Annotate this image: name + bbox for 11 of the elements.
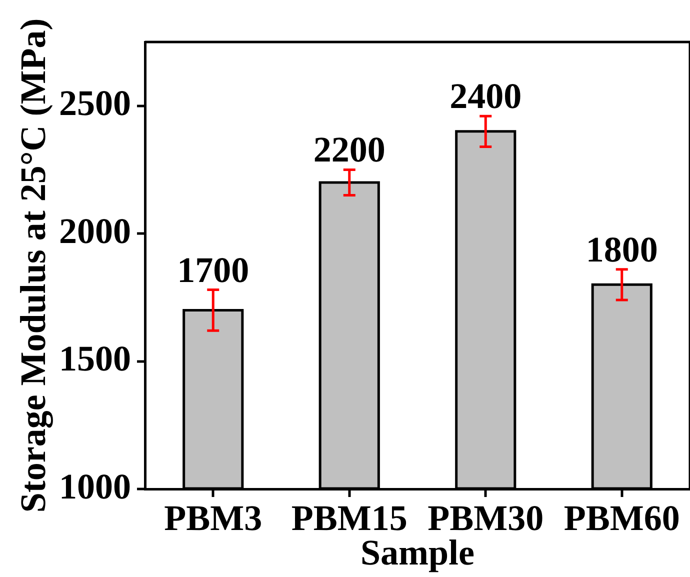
y-tick-label: 2500	[59, 83, 131, 124]
x-tick-label: PBM60	[564, 498, 680, 538]
data-label: 2200	[313, 130, 386, 170]
data-label: 1800	[586, 229, 658, 270]
y-axis-title: Storage Modulus at 25°C (MPa)	[12, 18, 53, 513]
data-label: 1700	[177, 250, 250, 290]
x-tick-label: PBM3	[164, 498, 262, 538]
data-label: 2400	[450, 76, 522, 116]
y-tick-label: 1500	[59, 338, 131, 379]
y-tick-label: 2000	[59, 210, 131, 251]
y-tick-label: 1000	[59, 466, 131, 506]
